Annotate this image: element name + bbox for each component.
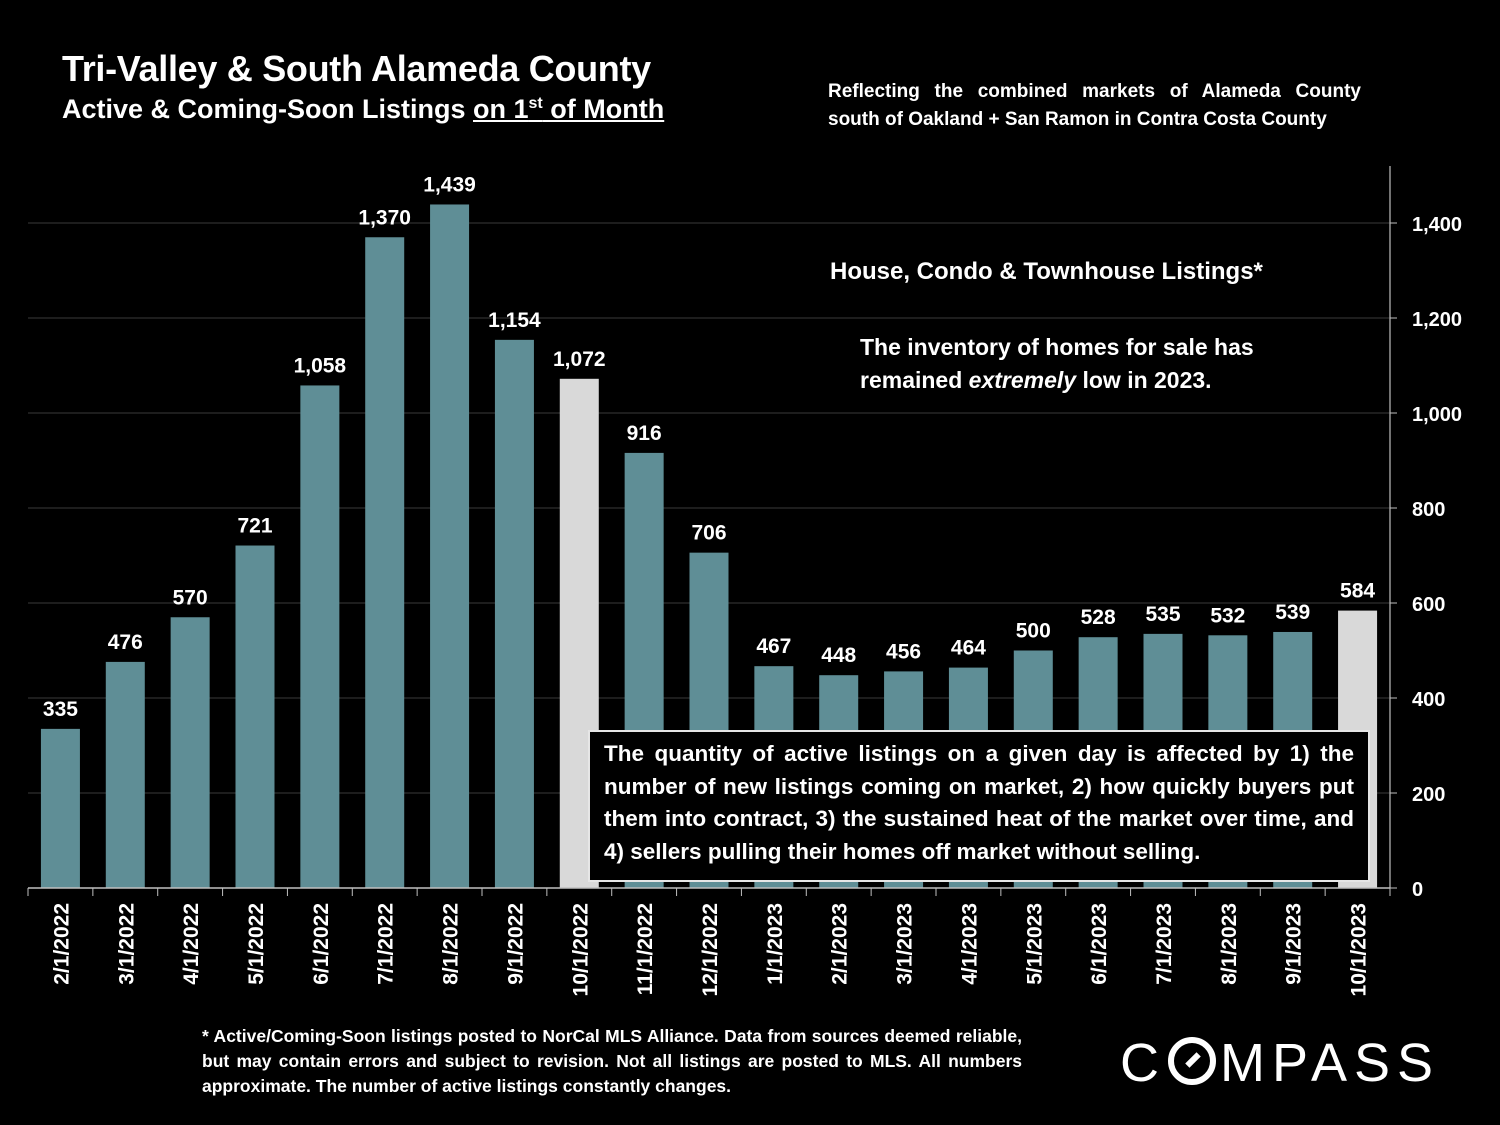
x-tick-label: 10/1/2023 xyxy=(1348,903,1371,996)
value-label: 1,370 xyxy=(358,206,411,229)
y-tick-label: 1,000 xyxy=(1412,404,1462,426)
chart-title: Tri-Valley & South Alameda County xyxy=(62,48,651,89)
bar xyxy=(40,728,80,888)
x-tick-label: 8/1/2022 xyxy=(440,903,463,985)
compass-icon xyxy=(1168,1037,1216,1085)
value-label: 1,072 xyxy=(553,348,606,371)
value-label: 448 xyxy=(821,644,856,667)
x-tick-label: 7/1/2023 xyxy=(1153,903,1176,985)
value-labels: 335 476 570 721 1,058 1,370 1,439 1,154 1,072 916… xyxy=(43,173,1376,720)
bar xyxy=(235,545,275,888)
bar xyxy=(365,237,405,888)
y-tick-labels: 0 200 400 600 800 1,000 1,200 1,400 xyxy=(1412,214,1462,901)
x-tick-label: 9/1/2022 xyxy=(504,903,527,985)
x-tick-label: 9/1/2023 xyxy=(1283,903,1306,985)
x-tick-label: 1/1/2023 xyxy=(764,903,787,985)
y-tick-label: 800 xyxy=(1412,499,1445,521)
value-label: 721 xyxy=(237,515,272,538)
value-label: 1,154 xyxy=(488,309,541,332)
y-tick-label: 600 xyxy=(1412,594,1445,616)
value-label: 535 xyxy=(1145,603,1180,626)
x-tick-label: 7/1/2022 xyxy=(375,903,398,985)
inventory-note-pre: The inventory of homes for sale has rema… xyxy=(860,334,1254,393)
value-label: 335 xyxy=(43,698,78,721)
x-tick-label: 6/1/2022 xyxy=(310,903,333,985)
y-tick-label: 0 xyxy=(1412,879,1423,901)
compass-logo: C MPASS xyxy=(1120,1032,1440,1094)
y-tick-label: 1,400 xyxy=(1412,214,1462,236)
value-label: 476 xyxy=(108,631,143,654)
x-tick-label: 3/1/2023 xyxy=(894,903,917,985)
series-note: House, Condo & Townhouse Listings* xyxy=(830,258,1263,285)
x-tick-label: 3/1/2022 xyxy=(115,903,138,985)
value-label: 532 xyxy=(1210,604,1245,627)
subtitle-underlined-post: of Month xyxy=(542,94,665,124)
subtitle-underlined: on 1st of Month xyxy=(473,94,664,124)
x-tick-label: 2/1/2022 xyxy=(50,903,73,985)
explanation-callout: The quantity of active listings on a giv… xyxy=(588,730,1370,882)
x-tick-label: 2/1/2023 xyxy=(829,903,852,985)
inventory-note-emphasis: extremely xyxy=(968,367,1077,393)
value-label: 456 xyxy=(886,640,921,663)
x-tick-label: 5/1/2023 xyxy=(1023,903,1046,985)
x-tick-label: 10/1/2022 xyxy=(569,903,592,996)
y-tick-label: 400 xyxy=(1412,689,1445,711)
value-label: 464 xyxy=(951,637,986,660)
x-tick-labels: 2/1/2022 3/1/2022 4/1/2022 5/1/2022 6/1/2022… xyxy=(50,903,1370,996)
footnote: * Active/Coming-Soon listings posted to … xyxy=(202,1026,1022,1096)
subtitle-sup: st xyxy=(528,95,543,112)
subtitle-underlined-pre: on 1 xyxy=(473,94,529,124)
market-scope-note: Reflecting the combined markets of Alame… xyxy=(828,81,1361,130)
axes xyxy=(27,166,1397,896)
bar xyxy=(300,385,340,888)
x-tick-label: 5/1/2022 xyxy=(245,903,268,985)
value-label: 500 xyxy=(1016,620,1051,643)
value-label: 584 xyxy=(1340,580,1375,603)
value-label: 570 xyxy=(173,586,208,609)
bar xyxy=(105,661,145,888)
logo-letter-c: C xyxy=(1120,1033,1166,1093)
bar xyxy=(170,617,210,888)
y-tick-label: 200 xyxy=(1412,784,1445,806)
value-label: 1,439 xyxy=(423,173,476,196)
value-label: 528 xyxy=(1081,606,1116,629)
logo-letters-mpass: MPASS xyxy=(1220,1033,1441,1093)
x-tick-label: 4/1/2023 xyxy=(958,903,981,985)
x-tick-label: 6/1/2023 xyxy=(1088,903,1111,985)
y-tick-label: 1,200 xyxy=(1412,309,1462,331)
subtitle-plain: Active & Coming-Soon Listings xyxy=(62,94,474,124)
value-label: 539 xyxy=(1275,601,1310,624)
inventory-note-post: low in 2023. xyxy=(1076,367,1212,393)
x-tick-label: 8/1/2023 xyxy=(1218,903,1241,985)
x-tick-label: 11/1/2022 xyxy=(634,903,657,995)
x-tick-label: 12/1/2022 xyxy=(699,903,722,996)
value-label: 1,058 xyxy=(294,354,347,377)
value-label: 467 xyxy=(756,635,791,658)
bar xyxy=(494,339,534,889)
x-tick-label: 4/1/2022 xyxy=(180,903,203,985)
value-label: 706 xyxy=(691,522,726,545)
chart-subtitle: Active & Coming-Soon Listings on 1st of … xyxy=(62,94,664,125)
inventory-note: The inventory of homes for sale has rema… xyxy=(860,331,1280,397)
value-label: 916 xyxy=(627,422,662,445)
bar xyxy=(430,204,470,889)
